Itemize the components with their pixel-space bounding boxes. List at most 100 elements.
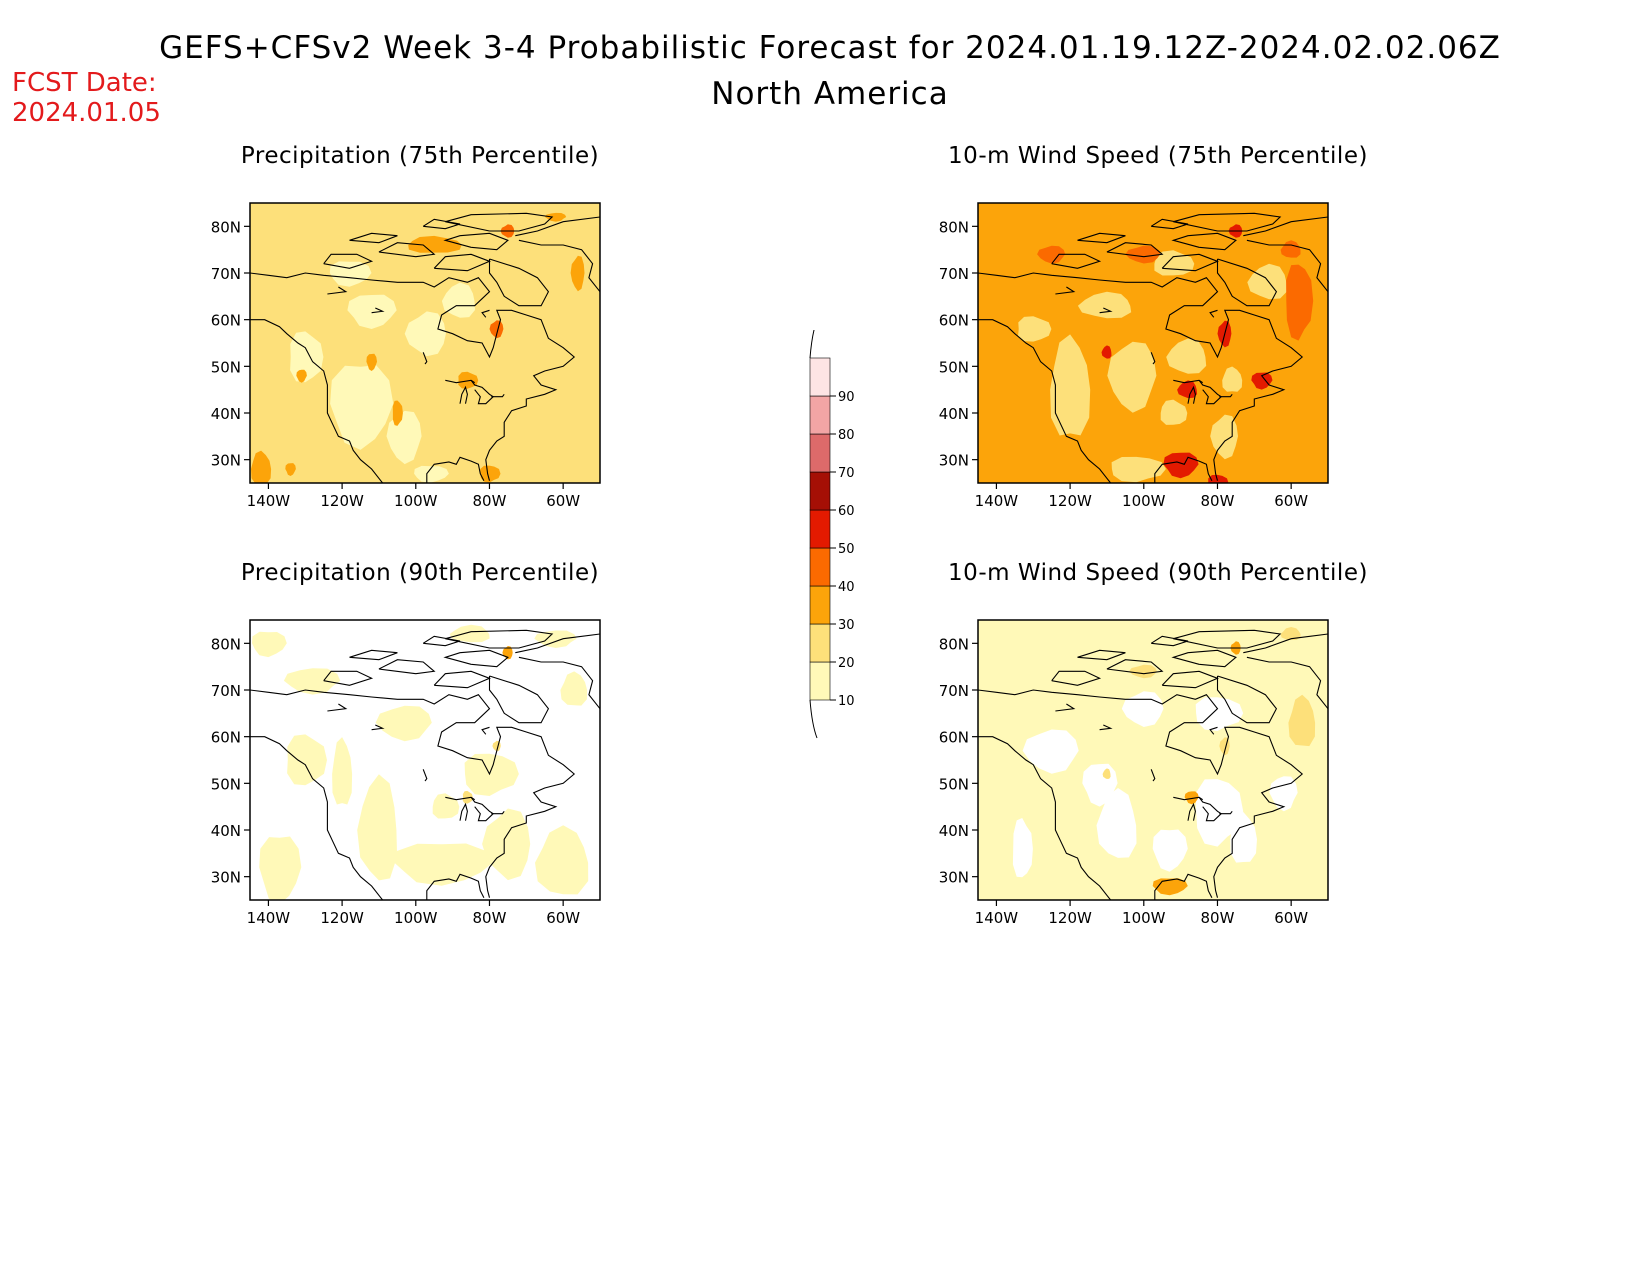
coastline — [1243, 216, 1328, 237]
probability-contour-20 — [1210, 414, 1238, 460]
lat-tick-label: 60N — [939, 312, 969, 330]
coastline — [1051, 670, 1102, 686]
coastline — [1150, 635, 1189, 647]
coastline — [1154, 456, 1213, 483]
coastline-group — [978, 212, 1328, 483]
probability-contour-20 — [1288, 694, 1316, 747]
probability-contour-20 — [1050, 334, 1091, 436]
coastline — [459, 385, 468, 404]
probability-contour-30 — [285, 463, 296, 476]
coastline — [1246, 239, 1328, 293]
coastline — [488, 258, 550, 307]
panel-title: Precipitation (75th Percentile) — [240, 143, 600, 169]
coastline — [481, 726, 490, 735]
colorbar-label: 10 — [838, 694, 855, 709]
probability-contour-10 — [414, 465, 449, 483]
coastline — [1106, 242, 1164, 258]
coastline — [515, 216, 600, 237]
lat-tick-label: 40N — [211, 405, 241, 423]
coastline — [1216, 675, 1278, 724]
lat-tick-label: 80N — [939, 635, 969, 653]
probability-contour-0 — [1195, 697, 1244, 731]
probability-field — [250, 620, 600, 900]
probability-field — [978, 203, 1328, 483]
colorbar-end-upper — [809, 330, 815, 359]
wind-speed-90th-map: 30N 40N 50N 60N 70N 80N 140W 120W 100W 80W 60W — [939, 619, 1329, 927]
colorbar-swatch — [809, 509, 831, 549]
coastline — [445, 212, 554, 232]
forecast-date-value: 2024.01.05 — [12, 98, 161, 128]
lat-tick-label: 30N — [211, 452, 241, 470]
coastline — [1187, 802, 1196, 821]
coastline — [445, 796, 476, 801]
coastline — [349, 232, 398, 244]
coastline — [426, 456, 485, 483]
probability-contour-30 — [480, 465, 501, 483]
probability-contour-0 — [1096, 788, 1137, 858]
coastline — [1154, 873, 1213, 900]
map-frame-group: 30N 40N 50N 60N 70N 80N 140W 120W 100W 80W 60W — [939, 202, 1329, 510]
coastline — [1219, 810, 1233, 815]
probability-contour-10 — [560, 671, 588, 706]
probability-contour-10 — [357, 774, 398, 881]
panel-precipitation-90th: Precipitation (90th Percentile) 30N 40N 50… — [200, 560, 640, 940]
probability-contour-10 — [394, 843, 493, 886]
panel-title: Precipitation (90th Percentile) — [240, 560, 600, 586]
coastline — [1209, 726, 1218, 735]
probability-contour-10 — [464, 753, 519, 796]
colorbar-label: 60 — [838, 504, 855, 519]
colorbar-swatch — [809, 661, 831, 701]
probability-contour-10 — [375, 705, 432, 742]
coastline — [1077, 649, 1126, 661]
probability-contour-10 — [404, 311, 446, 357]
colorbar-label: 30 — [838, 618, 855, 633]
lon-tick-label: 100W — [394, 909, 438, 927]
coastline — [518, 239, 600, 293]
coastline — [422, 769, 428, 782]
probability-field — [978, 620, 1328, 900]
probability-contour-50 — [1163, 452, 1199, 479]
coastline — [445, 629, 554, 649]
lat-tick-label: 60N — [211, 729, 241, 747]
coastline — [978, 689, 1304, 898]
probability-contour-20 — [1280, 627, 1301, 640]
coastline — [491, 393, 505, 398]
probability-contour-10 — [535, 825, 589, 895]
lon-tick-label: 60W — [546, 909, 580, 927]
coastline — [1150, 769, 1156, 782]
lon-tick-label: 80W — [1201, 909, 1235, 927]
probability-contour-0 — [1012, 818, 1033, 878]
coastline — [1150, 352, 1156, 365]
coastline — [1173, 796, 1204, 801]
lat-tick-label: 30N — [939, 869, 969, 887]
probability-contour-10 — [449, 624, 490, 643]
coastline — [978, 736, 1112, 900]
probability-contour-40 — [1125, 245, 1161, 264]
coastline — [1173, 629, 1282, 649]
coastline — [378, 242, 436, 258]
coastline — [1106, 659, 1164, 675]
probability-contour-10 — [290, 331, 324, 383]
lon-tick-label: 60W — [1274, 492, 1308, 510]
coastline — [1171, 232, 1237, 251]
lon-tick-label: 140W — [247, 492, 291, 510]
coastline — [426, 873, 485, 900]
coastline — [1216, 258, 1278, 307]
probability-contour-10 — [329, 261, 372, 287]
lon-tick-label: 80W — [473, 492, 507, 510]
coastline — [422, 635, 461, 647]
coastline — [443, 232, 509, 251]
coastline — [250, 736, 384, 900]
probability-contour-30 — [1184, 791, 1199, 805]
panel-title: 10-m Wind Speed (90th Percentile) — [948, 560, 1368, 586]
probability-contour-50 — [1208, 474, 1229, 483]
lat-tick-label: 70N — [939, 265, 969, 283]
colorbar-swatch — [809, 357, 831, 397]
probability-contour-40 — [489, 320, 504, 339]
probability-contour-10 — [330, 365, 394, 450]
probability-contour-20 — [1160, 399, 1188, 425]
coastline — [349, 649, 398, 661]
probability-contour-10 — [287, 734, 327, 786]
panel-precipitation-75th: Precipitation (75th Percentile) 30N 40N 50… — [200, 143, 640, 523]
probability-contour-20 — [1129, 664, 1157, 679]
